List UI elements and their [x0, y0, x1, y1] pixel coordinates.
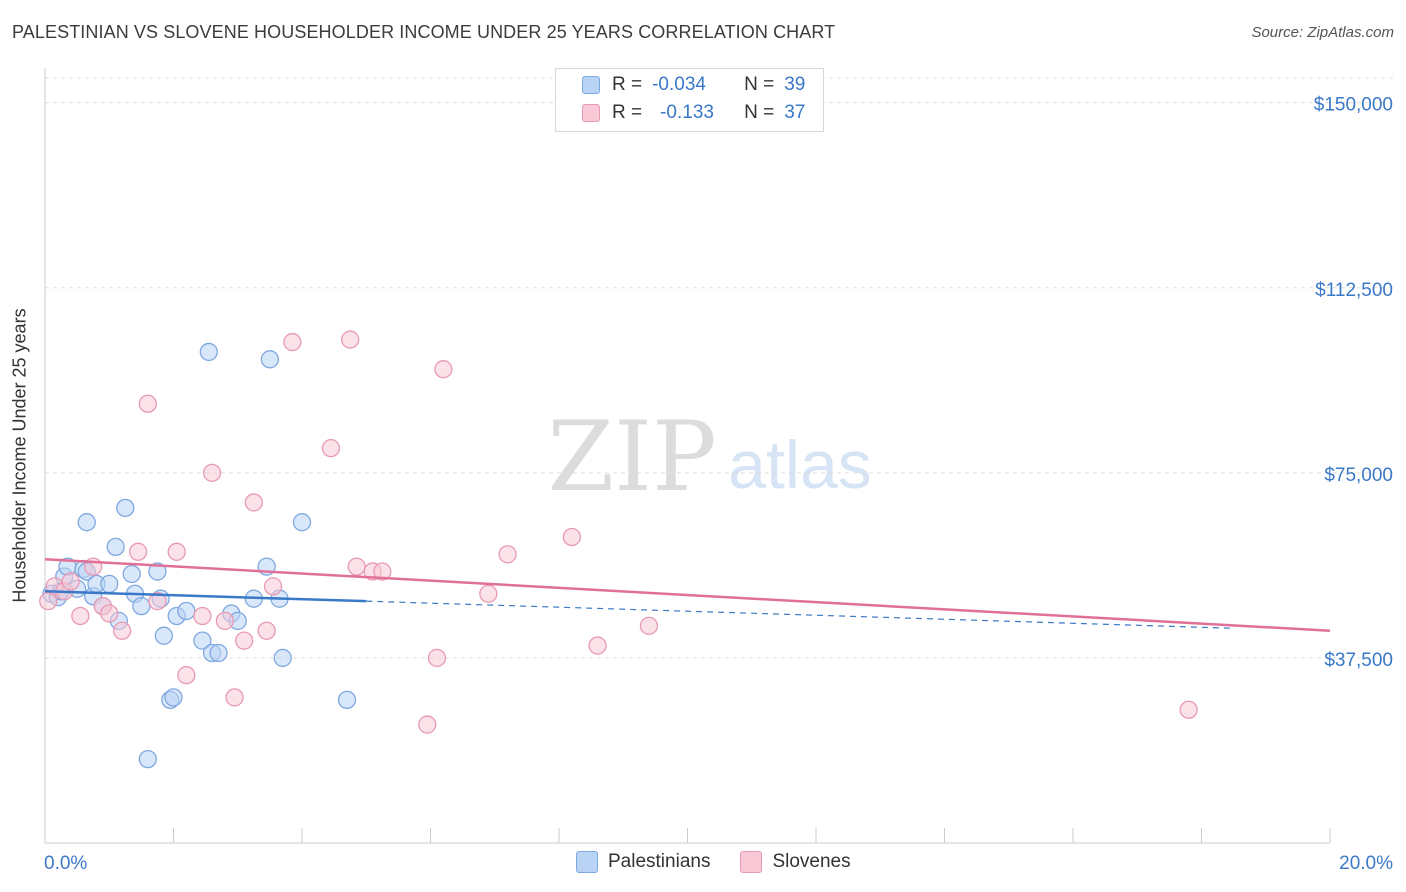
slovenes-swatch	[582, 104, 600, 122]
slovene-point	[138, 394, 157, 413]
y-axis-label: Householder Income Under 25 years	[9, 308, 30, 603]
slovenes-swatch	[740, 851, 763, 873]
palestinians-swatch	[576, 851, 598, 873]
slovene-point	[347, 557, 366, 576]
slovene-point	[193, 606, 212, 626]
slovene-point	[434, 360, 453, 379]
palestinians-swatch	[582, 76, 600, 94]
n-label: N =	[744, 74, 775, 95]
slovene-point	[562, 527, 581, 547]
slovene-point	[341, 330, 360, 349]
slovene-point	[61, 572, 80, 591]
palestinian-point	[292, 513, 312, 532]
watermark-zip: ZIP	[547, 401, 716, 513]
slovene-point	[427, 648, 447, 668]
palestinian-point	[337, 690, 357, 710]
legend-label: Palestinians	[608, 851, 711, 872]
series-legend: Palestinians Slovenes	[576, 851, 881, 873]
palestinian-point	[106, 537, 125, 557]
slovenes-trend-line	[44, 557, 1331, 633]
palestinian-point	[116, 498, 135, 518]
palestinian-point	[209, 643, 228, 663]
palestinian-point	[77, 513, 96, 532]
correlation-legend: R = -0.034 N = 39 R = -0.133 N = 37	[555, 68, 824, 132]
y-tick-label: $75,000	[1324, 465, 1393, 486]
slovene-point	[129, 542, 148, 561]
y-tick-label: $150,000	[1314, 95, 1393, 116]
legend-row-palestinians: R = -0.034 N = 39	[582, 73, 805, 97]
chart-title: PALESTINIAN VS SLOVENE HOUSEHOLDER INCOM…	[12, 22, 836, 42]
r-label: R =	[612, 102, 643, 123]
legend-item-palestinians: Palestinians	[576, 851, 710, 873]
palestinian-point	[164, 688, 183, 707]
slovene-point	[177, 666, 196, 685]
slovene-point	[479, 584, 498, 603]
palestinian-point	[199, 342, 218, 362]
slovene-point	[71, 606, 90, 626]
r-value: -0.133	[660, 102, 714, 123]
slovene-point	[588, 636, 607, 655]
slovene-point	[283, 332, 302, 352]
slovene-point	[100, 604, 119, 623]
legend-label: Slovenes	[772, 851, 851, 872]
palestinians-points	[42, 342, 357, 769]
palestinian-point	[100, 574, 119, 594]
y-tick-label: $37,500	[1324, 650, 1393, 671]
watermark-atlas: atlas	[728, 427, 872, 503]
slovene-point	[112, 621, 132, 640]
slovene-point	[418, 715, 437, 734]
palestinian-point	[138, 749, 157, 769]
y-tick-label: $112,500	[1315, 280, 1393, 301]
slovene-point	[148, 592, 167, 611]
palestinian-point	[132, 596, 151, 616]
legend-row-slovenes: R = -0.133 N = 37	[582, 101, 805, 125]
palestinian-point	[177, 601, 196, 621]
slovene-point	[215, 611, 235, 631]
slovene-point	[244, 493, 263, 512]
legend-item-slovenes: Slovenes	[740, 851, 851, 873]
source-label: Source: ZipAtlas.com	[1251, 24, 1394, 41]
slovene-point	[235, 631, 254, 650]
palestinian-point	[273, 648, 292, 668]
n-value: 37	[784, 102, 806, 123]
palestinian-point	[148, 562, 167, 581]
n-value: 39	[784, 74, 806, 95]
palestinians-trend-line	[44, 590, 367, 603]
slovene-point	[373, 562, 392, 581]
slovene-point	[263, 577, 283, 596]
slovene-point	[1179, 700, 1198, 719]
slovene-point	[257, 621, 276, 640]
r-value: -0.034	[652, 74, 706, 95]
palestinians-trend-extension	[366, 600, 1234, 629]
palestinian-point	[193, 631, 212, 650]
slovene-point	[225, 688, 244, 707]
n-label: N =	[744, 102, 775, 123]
slovene-point	[202, 463, 222, 482]
slovene-point	[639, 616, 659, 635]
palestinian-point	[154, 626, 174, 645]
slovene-point	[321, 439, 341, 458]
slovenes-points	[39, 330, 1198, 734]
palestinian-point	[122, 564, 141, 584]
slovene-point	[498, 545, 517, 564]
r-label: R =	[612, 74, 643, 95]
palestinian-point	[260, 350, 280, 369]
x-tick-label: 20.0%	[1339, 853, 1393, 874]
x-tick-label: 0.0%	[44, 853, 87, 874]
slovene-point	[167, 542, 186, 561]
